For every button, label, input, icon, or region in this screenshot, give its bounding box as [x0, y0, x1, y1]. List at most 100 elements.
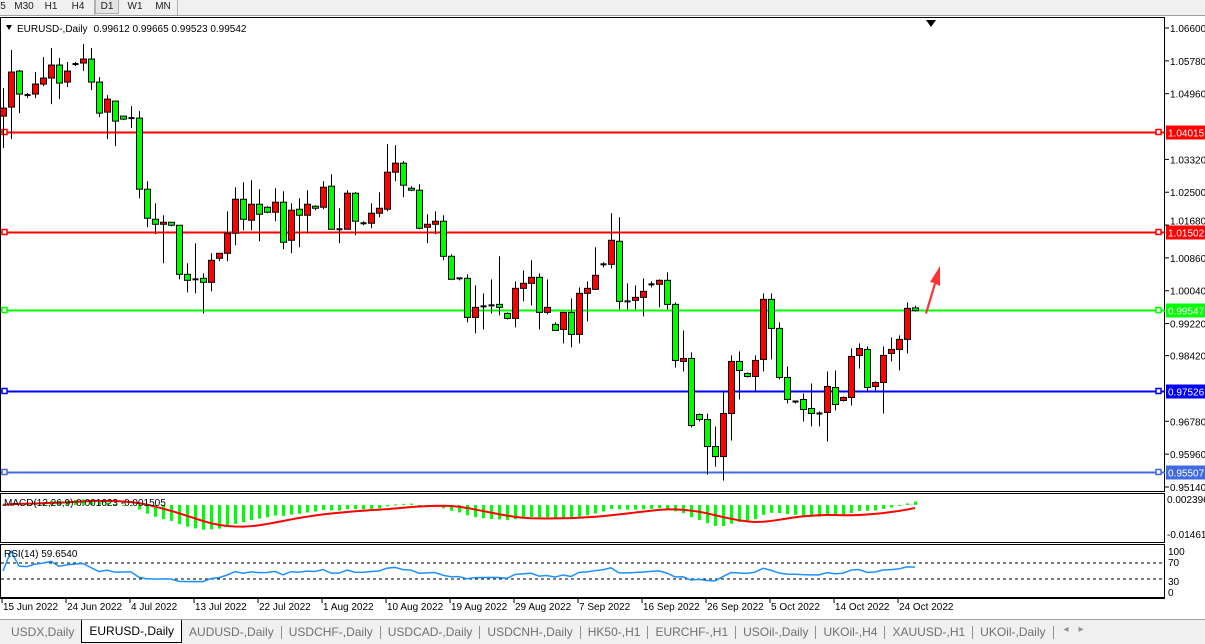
candle-body	[312, 205, 319, 209]
macd-histogram-bar	[290, 504, 293, 515]
macd-histogram-bar	[650, 504, 653, 509]
main-panel-frame	[0, 17, 1165, 492]
date-label: 24 Oct 2022	[899, 602, 954, 613]
arrow-up-icon[interactable]	[925, 266, 940, 314]
tab-hk50-h1[interactable]: HK50-,H1	[587, 625, 641, 639]
candle-body	[904, 307, 911, 340]
candle-body	[344, 192, 351, 230]
tab-divider	[1052, 626, 1054, 639]
tab-scroll-left-icon[interactable]: ◂	[1063, 624, 1069, 635]
timeframe-mn[interactable]: MN	[155, 1, 171, 12]
macd-histogram-bar	[314, 504, 317, 512]
tab-eurusd-daily[interactable]: EURUSD-,Daily	[81, 620, 183, 643]
level-price-label: 0.95507	[1168, 469, 1205, 480]
macd-histogram-bar	[746, 504, 749, 521]
level-handle[interactable]	[1, 468, 8, 476]
candle-body	[112, 100, 119, 122]
macd-histogram-bar	[546, 504, 549, 518]
timeframe-h1[interactable]: H1	[44, 1, 58, 12]
macd-histogram-bar	[394, 504, 397, 506]
macd-histogram-bar	[306, 504, 309, 513]
level-handle[interactable]	[1, 306, 8, 314]
chart-shift-marker-icon[interactable]	[926, 20, 936, 27]
level-handle[interactable]	[1, 228, 8, 236]
timeframe-m30[interactable]: M30	[14, 1, 34, 12]
candle-body	[152, 218, 159, 225]
macd-histogram-bar	[874, 504, 877, 511]
candle-body	[208, 259, 215, 283]
candle-body	[664, 279, 671, 305]
timeframe-w1[interactable]: W1	[127, 1, 143, 12]
rsi-panel-frame	[0, 544, 1165, 598]
candle-body	[840, 396, 847, 401]
macd-histogram-bar	[850, 504, 853, 514]
candle-body	[808, 407, 815, 415]
macd-histogram-bar	[266, 504, 269, 518]
timeframe-h4[interactable]: H4	[71, 1, 85, 12]
tab-usoil-daily[interactable]: USOil-,Daily	[743, 625, 809, 639]
macd-histogram-bar	[570, 504, 573, 519]
tab-usdx-daily[interactable]: USDX,Daily	[11, 625, 75, 639]
tab-usdcnh-daily[interactable]: USDCNH-,Daily	[487, 625, 573, 639]
macd-histogram-bar	[402, 503, 405, 505]
macd-histogram-bar	[114, 504, 117, 506]
price-tick-label: 0.99220	[1170, 320, 1205, 331]
chart-tabs: USDX,Daily EURUSD-,Daily AUDUSD-,Daily U…	[0, 619, 1205, 644]
macd-histogram-bar	[202, 504, 205, 530]
tab-ukoil-daily[interactable]: UKOil-,Daily	[980, 625, 1046, 639]
candle-body	[784, 376, 791, 400]
price-chart[interactable]: 1.04015 1.01502 0.99547 0.97526 0.95507 1.06…	[0, 0, 1205, 619]
tab-scroll-right-icon[interactable]: ▸	[1078, 624, 1084, 635]
macd-histogram-bar	[338, 504, 341, 511]
level-handle[interactable]	[1155, 128, 1162, 136]
candle-body	[184, 273, 191, 281]
candle-body	[432, 220, 439, 225]
candle-body	[224, 232, 231, 254]
date-label: 14 Oct 2022	[835, 602, 890, 613]
price-tick-label: 1.05780	[1170, 57, 1205, 68]
macd-histogram-bar	[258, 504, 261, 519]
candle-body	[240, 198, 247, 220]
candle-body	[16, 70, 23, 95]
level-handle[interactable]	[1155, 387, 1162, 395]
level-handle[interactable]	[1, 387, 8, 395]
tab-usdchf-daily[interactable]: USDCHF-,Daily	[288, 625, 373, 639]
tab-usdcad-daily[interactable]: USDCAD-,Daily	[387, 625, 473, 639]
level-handle[interactable]	[1, 128, 8, 136]
candle-body	[464, 277, 471, 318]
macd-histogram-bar	[194, 504, 197, 529]
candle-body	[824, 385, 831, 414]
macd-histogram-bar	[298, 504, 301, 514]
tab-xauusd-h1[interactable]: XAUUSD-,H1	[892, 625, 966, 639]
rsi-axis-30: 30	[1168, 577, 1180, 588]
candle-body	[608, 239, 615, 265]
candle-body	[504, 312, 511, 319]
macd-histogram-bar	[330, 504, 333, 511]
macd-histogram-bar	[322, 504, 325, 510]
rsi-label: RSI(14) 59.6540	[4, 549, 78, 560]
date-label: 4 Jul 2022	[131, 602, 178, 613]
date-label: 7 Sep 2022	[579, 602, 631, 613]
level-price-badge	[1166, 384, 1205, 399]
tab-ukoil-h4[interactable]: UKOil-,H4	[823, 625, 878, 639]
level-handle[interactable]	[1155, 306, 1162, 314]
candle-body	[568, 311, 575, 335]
tab-eurchf-h1[interactable]: EURCHF-,H1	[655, 625, 729, 639]
collapse-triangle-icon[interactable]	[6, 25, 12, 30]
date-label: 22 Jul 2022	[259, 602, 311, 613]
tab-audusd-daily[interactable]: AUDUSD-,Daily	[189, 625, 274, 639]
date-label: 24 Jun 2022	[67, 602, 122, 613]
tab-divider	[815, 626, 817, 639]
candle-body	[496, 303, 503, 308]
macd-histogram-bar	[658, 504, 661, 509]
level-handle[interactable]	[1155, 228, 1162, 236]
candle-body	[296, 208, 303, 216]
candle-body	[104, 98, 111, 113]
timeframe-m5[interactable]: 5	[0, 1, 6, 12]
macd-histogram-bar	[826, 504, 829, 516]
level-handle[interactable]	[1155, 468, 1162, 476]
candle-body	[744, 372, 751, 377]
timeframe-d1[interactable]: D1	[95, 0, 119, 14]
macd-histogram-bar	[842, 504, 845, 516]
toolbar-divider	[94, 0, 95, 15]
